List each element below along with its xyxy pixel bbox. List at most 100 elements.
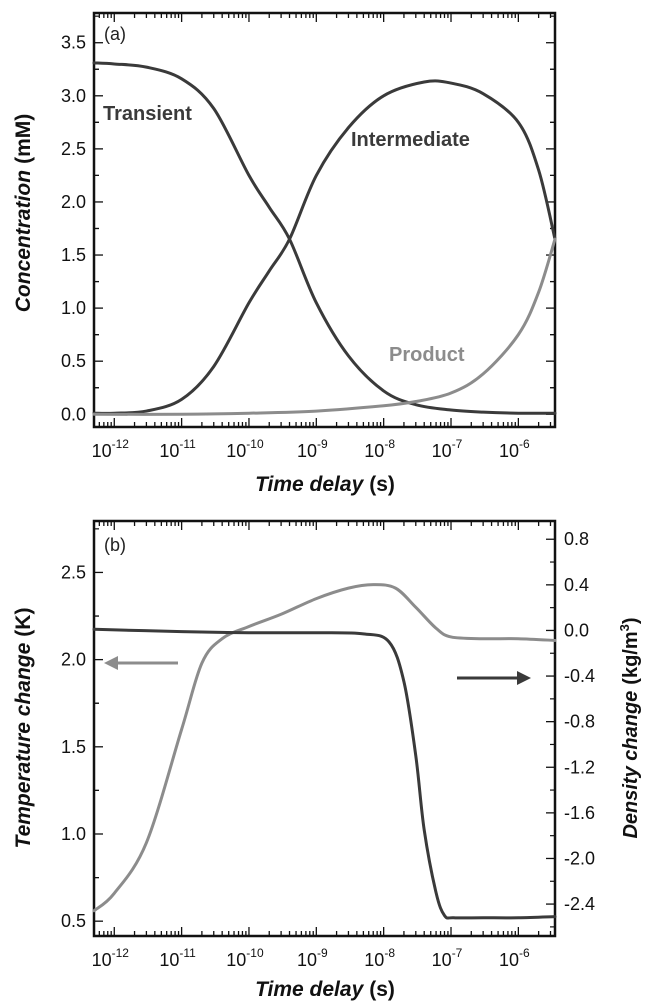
x-tick-label: 10-6	[499, 437, 530, 461]
x-tick-label: 10-12	[92, 437, 130, 461]
x-tick-label-exponent: -12	[112, 437, 130, 451]
x-tick-label-base: 10	[92, 441, 112, 461]
y2-tick-label: 0.4	[564, 575, 589, 595]
x-tick-label-exponent: -6	[519, 437, 530, 451]
x-tick-label-base: 10	[364, 950, 384, 970]
x-tick-label-exponent: -8	[384, 946, 395, 960]
panel-b: (b) 10-12 10-11 10-10 10-9 10-8 10-7 10-6 0.51…	[12, 519, 642, 1001]
panel-b-right-y-axis-label: Density change (kg/m3)	[617, 617, 642, 838]
y-tick-label: 2.0	[61, 650, 86, 670]
panel-b-series	[92, 583, 557, 920]
x-tick-label-exponent: -6	[519, 946, 530, 960]
series-line-transient	[92, 61, 557, 415]
arrow-left-head	[104, 656, 118, 670]
panel-a-x-axis-label-unit: (s)	[369, 473, 395, 496]
x-tick-label-base: 10	[226, 950, 246, 970]
y-tick-label: 0.0	[61, 404, 86, 424]
y-tick-label: 3.0	[61, 86, 86, 106]
x-tick-label-base: 10	[364, 441, 384, 461]
panel-b-left-y-axis-label: Temperature change (K)	[12, 608, 35, 849]
panel-b-left-y-axis-label-name: Temperature change	[12, 642, 35, 848]
y2-tick-label: -1.2	[564, 757, 595, 777]
panel-a-frame	[92, 11, 557, 429]
series-label-transient: Transient	[103, 103, 192, 125]
x-tick-label: 10-11	[159, 946, 196, 970]
x-tick-label: 10-7	[432, 946, 463, 970]
panel-b-frame	[92, 519, 557, 938]
x-tick-label: 10-8	[364, 946, 395, 970]
arrow-right-density	[457, 671, 531, 685]
x-tick-label-exponent: -12	[112, 946, 130, 960]
y-tick-label: 0.5	[61, 351, 86, 371]
panel-b-x-axis-label-name: Time delay	[255, 978, 364, 1001]
x-tick-label: 10-8	[364, 437, 395, 461]
y-tick-label: 1.5	[61, 245, 86, 265]
x-tick-label: 10-9	[297, 946, 328, 970]
panel-b-x-axis-label: Time delay (s)	[255, 978, 395, 1001]
panel-b-right-y-axis-label-unit: (kg/m	[620, 631, 642, 684]
panel-b-x-axis-label-unit: (s)	[369, 978, 395, 1001]
panel-b-x-ticks: 10-12 10-11 10-10 10-9 10-8 10-7 10-6	[92, 521, 552, 970]
arrow-right-head	[517, 671, 531, 685]
y2-tick-label: -2.0	[564, 848, 595, 868]
x-tick-label: 10-9	[297, 437, 328, 461]
series-line-left-axis	[92, 583, 557, 913]
x-tick-label: 10-6	[499, 946, 530, 970]
x-tick-label-base: 10	[499, 441, 519, 461]
y-tick-label: 1.0	[61, 298, 86, 318]
panel-b-left-y-axis-label-unit: (K)	[12, 608, 35, 637]
series-line-intermediate	[92, 79, 557, 415]
panel-a-x-axis-label: Time delay (s)	[255, 473, 395, 496]
x-tick-label-exponent: -7	[452, 946, 463, 960]
x-tick-label-base: 10	[297, 950, 317, 970]
x-tick-label-exponent: -7	[452, 437, 463, 451]
y-tick-label: 0.5	[61, 911, 86, 931]
y2-tick-label: -0.4	[564, 666, 595, 686]
y-tick-label: 2.5	[61, 139, 86, 159]
x-tick-label-base: 10	[432, 950, 452, 970]
x-tick-label-base: 10	[159, 950, 179, 970]
x-tick-label-base: 10	[432, 441, 452, 461]
x-tick-label-base: 10	[92, 950, 112, 970]
y-tick-label: 2.5	[61, 562, 86, 582]
panel-b-label: (b)	[104, 535, 126, 555]
x-tick-label-base: 10	[499, 950, 519, 970]
x-tick-label-base: 10	[297, 441, 317, 461]
x-tick-label-exponent: -11	[179, 437, 196, 451]
x-tick-label-exponent: -10	[246, 946, 264, 960]
x-tick-label: 10-10	[226, 946, 264, 970]
panel-a-label: (a)	[104, 24, 126, 44]
panel-a-y-axis-label-unit: (mM)	[12, 114, 35, 164]
arrow-left-temperature	[104, 656, 178, 670]
x-tick-label: 10-12	[92, 946, 130, 970]
panel-b-right-y-ticks: 0.8 0.4 0.0 -0.4 -0.8 -1.2 -1.6 -2.0 -2.4	[546, 529, 595, 928]
series-label-intermediate: Intermediate	[351, 129, 470, 151]
panel-b-right-y-axis-label-close: )	[620, 617, 642, 624]
y-tick-label: 1.0	[61, 824, 86, 844]
x-tick-label-exponent: -11	[179, 946, 196, 960]
y2-tick-label: 0.0	[564, 620, 589, 640]
panel-b-right-y-axis-label-name: Density change	[620, 691, 642, 839]
panel-a-y-ticks: 0.0 0.5 1.0 1.5 2.0 2.5 3.0 3.5	[61, 15, 555, 424]
y-tick-label: 1.5	[61, 737, 86, 757]
x-tick-label: 10-11	[159, 437, 196, 461]
x-tick-label-base: 10	[159, 441, 179, 461]
x-tick-label: 10-10	[226, 437, 264, 461]
series-line-product	[92, 237, 557, 416]
panel-b-left-y-ticks: 0.5 1.0 1.5 2.0 2.5	[61, 528, 103, 931]
x-tick-label-exponent: -10	[246, 437, 264, 451]
panel-a-y-axis-label: Concentration (mM)	[12, 114, 35, 313]
panel-a-x-ticks: 10-12 10-11 10-10 10-9 10-8 10-7 10-6	[92, 13, 552, 461]
y2-tick-label: 0.8	[564, 529, 589, 549]
y2-tick-label: -1.6	[564, 803, 595, 823]
y-tick-label: 3.5	[61, 33, 86, 53]
panel-b-right-y-axis-label-superscript: 3	[617, 624, 632, 631]
y2-tick-label: -2.4	[564, 894, 595, 914]
x-tick-label: 10-7	[432, 437, 463, 461]
series-line-right-axis	[92, 627, 557, 920]
y2-tick-label: -0.8	[564, 712, 595, 732]
series-label-product: Product	[389, 344, 465, 366]
panel-a-series	[92, 61, 557, 416]
x-tick-label-base: 10	[226, 441, 246, 461]
